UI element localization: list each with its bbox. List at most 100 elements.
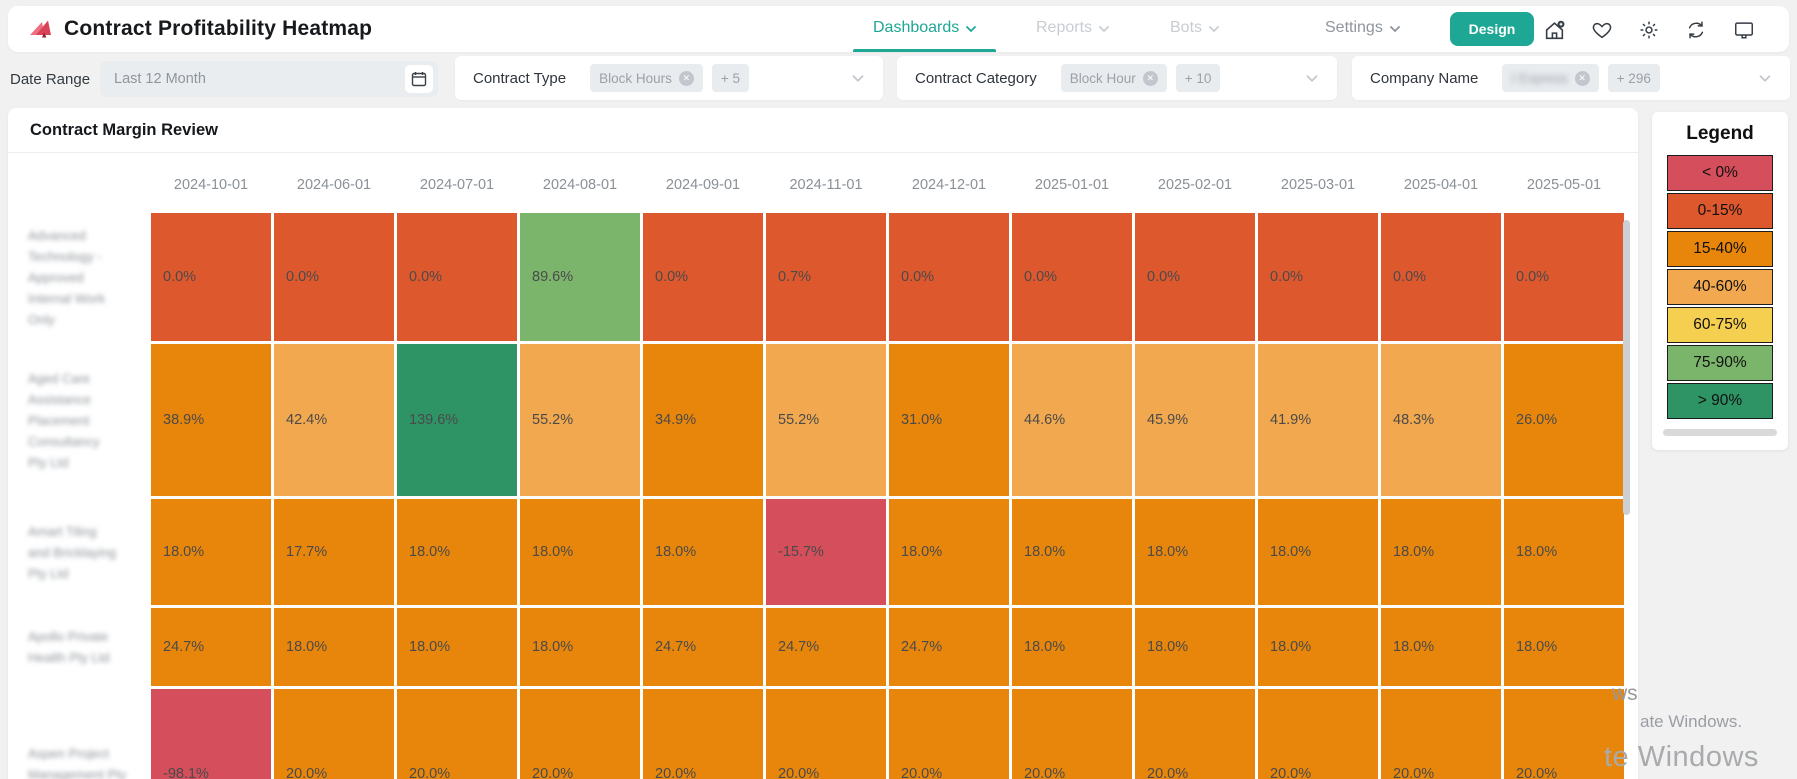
nav-menu-bots-label: Bots (1170, 19, 1203, 36)
remove-chip-icon[interactable]: ✕ (678, 70, 694, 86)
contract-category-more-chip[interactable]: + 10 (1175, 64, 1221, 92)
heatmap-cell: 0.0% (643, 213, 763, 341)
remove-chip-icon[interactable]: ✕ (1142, 70, 1158, 86)
heatmap-cell: 48.3% (1381, 344, 1501, 496)
favorite-heart-icon[interactable] (1590, 18, 1614, 42)
row-label-line: Assistance (28, 391, 91, 407)
heatmap-cell: 24.7% (766, 608, 886, 686)
vertical-scrollbar[interactable] (1623, 220, 1630, 515)
heatmap-cell: 24.7% (643, 608, 763, 686)
heatmap-cell: 20.0% (1258, 689, 1378, 779)
chevron-down-icon (1389, 26, 1400, 33)
legend-swatch: 40-60% (1667, 269, 1773, 305)
contract-type-label: Contract Type (473, 69, 567, 87)
row-label-line: Pty Ltd (28, 454, 69, 470)
heatmap-cell: 18.0% (1135, 608, 1255, 686)
nav-menu-bots[interactable]: Bots (1170, 19, 1220, 37)
heatmap-corner-cell (20, 160, 148, 210)
present-screen-icon[interactable] (1732, 18, 1756, 42)
legend-title: Legend (1686, 123, 1754, 144)
contract-type-more-chip[interactable]: + 5 (711, 64, 750, 92)
page-title: Contract Profitability Heatmap (64, 17, 373, 40)
row-label-line: Pty Ltd (28, 565, 69, 581)
row-label-line: and Bricklaying (28, 544, 117, 560)
company-name-chip-label: I Express (1511, 70, 1568, 86)
date-range-label: Date Range (10, 71, 91, 88)
chevron-down-icon[interactable] (851, 74, 865, 83)
heatmap-cell: 20.0% (520, 689, 640, 779)
heatmap-cell: 24.7% (151, 608, 271, 686)
heatmap-cell: 20.0% (1012, 689, 1132, 779)
legend-scrollbar[interactable] (1663, 429, 1777, 436)
heatmap-cell: 20.0% (274, 689, 394, 779)
heatmap-cell: 0.0% (151, 213, 271, 341)
heatmap-cell: 0.0% (274, 213, 394, 341)
chevron-down-icon[interactable] (1305, 74, 1319, 83)
heatmap-cell: 18.0% (889, 499, 1009, 605)
gear-icon[interactable] (1637, 18, 1661, 42)
divider (8, 152, 1638, 153)
contract-category-filter[interactable]: Contract Category Block Hour ✕ + 10 (897, 56, 1337, 100)
contract-type-filter[interactable]: Contract Type Block Hours ✕ + 5 (455, 56, 883, 100)
heatmap-cell: 20.0% (397, 689, 517, 779)
contract-category-label: Contract Category (915, 69, 1037, 87)
nav-menu-dashboards-label: Dashboards (873, 19, 960, 36)
row-label-line: Consultancy (28, 433, 100, 449)
column-header: 2024-09-01 (665, 177, 741, 193)
heatmap-cell: 18.0% (1381, 608, 1501, 686)
row-label: Amart Tiling and Bricklaying Pty Ltd (20, 499, 148, 605)
heatmap-cell: 20.0% (643, 689, 763, 779)
heatmap-cell: -15.7% (766, 499, 886, 605)
legend-swatch: < 0% (1667, 155, 1773, 191)
column-header: 2024-06-01 (296, 177, 372, 193)
column-header: 2025-01-01 (1034, 177, 1110, 193)
heatmap-cell: 55.2% (766, 344, 886, 496)
company-name-filter[interactable]: Company Name I Express ✕ + 296 (1352, 56, 1790, 100)
row-label-line: Health Pty Ltd (28, 650, 110, 665)
app-logo-icon (30, 20, 51, 38)
company-name-more-chip[interactable]: + 296 (1607, 64, 1660, 92)
contract-type-chip: Block Hours ✕ (590, 64, 703, 92)
legend-panel: Legend < 0% 0-15% 15-40% 40-60% 60-75% 75-90%… (1652, 112, 1788, 450)
legend-swatch: 60-75% (1667, 307, 1773, 343)
row-label-line: Approved (28, 269, 84, 285)
column-header: 2024-08-01 (542, 177, 618, 193)
company-name-chip: I Express ✕ (1502, 64, 1599, 92)
heatmap-cell: 42.4% (274, 344, 394, 496)
date-range-input[interactable]: Last 12 Month (100, 61, 438, 97)
nav-menu-reports[interactable]: Reports (1036, 19, 1110, 37)
heatmap-cell: 24.7% (889, 608, 1009, 686)
row-label-line: Internal Work (28, 290, 106, 306)
sync-refresh-icon[interactable] (1684, 18, 1708, 42)
heatmap-cell: 18.0% (1258, 608, 1378, 686)
chevron-down-icon[interactable] (1758, 74, 1772, 83)
contract-category-chip-label: Block Hour (1069, 70, 1136, 86)
design-button[interactable]: Design (1450, 12, 1534, 46)
heatmap-cell: 0.0% (889, 213, 1009, 341)
heatmap-cell: 44.6% (1012, 344, 1132, 496)
nav-menu-dashboards[interactable]: Dashboards (873, 19, 977, 37)
heatmap-cell: 0.0% (1258, 213, 1378, 341)
heatmap-cell: 26.0% (1504, 344, 1624, 496)
nav-menu-settings-label: Settings (1325, 19, 1383, 36)
column-header: 2024-11-01 (789, 177, 863, 193)
heatmap-cell: 18.0% (397, 499, 517, 605)
heatmap-cell: 31.0% (889, 344, 1009, 496)
column-header: 2025-03-01 (1280, 177, 1356, 193)
legend-swatch: 75-90% (1667, 345, 1773, 381)
heatmap-cell: 18.0% (1012, 499, 1132, 605)
heatmap-cell: -98.1% (151, 689, 271, 779)
nav-menu-settings[interactable]: Settings (1325, 19, 1401, 37)
remove-chip-icon[interactable]: ✕ (1574, 70, 1590, 86)
home-add-icon[interactable] (1542, 18, 1566, 42)
heatmap-cell: 20.0% (1504, 689, 1624, 779)
row-label: Advanced Technology - Approved Internal Wor… (20, 213, 148, 341)
row-label-line: Aged Care (28, 370, 91, 386)
date-range-value: Last 12 Month (114, 71, 206, 87)
chevron-down-icon (1099, 26, 1109, 33)
heatmap-card: Contract Margin Review 2024-10-01 2024-06… (8, 108, 1638, 779)
heatmap-cell: 55.2% (520, 344, 640, 496)
heatmap-cell: 0.7% (766, 213, 886, 341)
calendar-icon[interactable] (405, 65, 433, 93)
